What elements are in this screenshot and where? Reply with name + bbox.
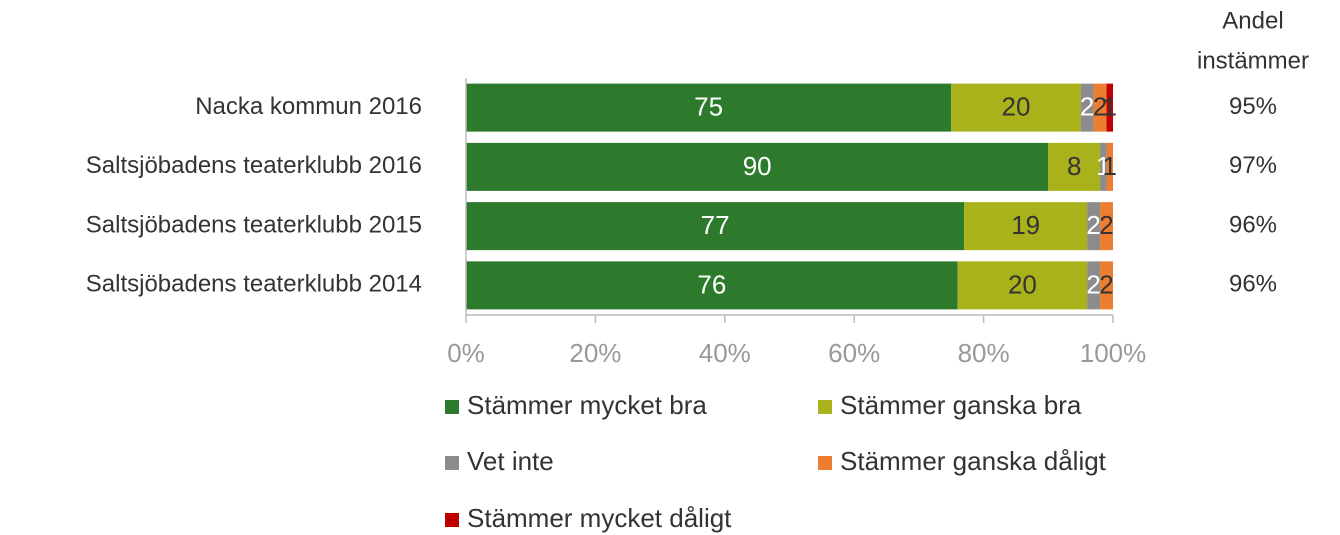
legend-label: Stämmer ganska bra xyxy=(840,390,1082,420)
data-label: 20 xyxy=(1001,92,1030,122)
data-label: 2 xyxy=(1086,269,1100,299)
bar-segment xyxy=(1087,261,1101,310)
category-label: Saltsjöbadens teaterklubb 2016 xyxy=(86,152,422,179)
data-label: 2 xyxy=(1086,210,1100,240)
data-label: 1 xyxy=(1103,151,1117,181)
bar-segment xyxy=(1106,83,1113,132)
data-label: 90 xyxy=(743,151,772,181)
data-label: 2 xyxy=(1093,92,1107,122)
data-label: 2 xyxy=(1080,92,1094,122)
bar-segment xyxy=(466,202,965,251)
x-tick-label: 100% xyxy=(1080,338,1147,368)
side-column-value: 96% xyxy=(1229,211,1277,238)
legend-swatch xyxy=(818,400,832,414)
data-label: 1 xyxy=(1103,92,1117,122)
data-label: 77 xyxy=(701,210,730,240)
legend-swatch xyxy=(445,400,459,414)
side-column-value: 96% xyxy=(1229,271,1277,298)
category-label: Nacka kommun 2016 xyxy=(195,93,422,120)
legend-label: Stämmer mycket dåligt xyxy=(467,503,732,533)
x-tick-label: 20% xyxy=(569,338,621,368)
bar-segment xyxy=(1106,142,1113,191)
category-label: Saltsjöbadens teaterklubb 2014 xyxy=(86,271,422,298)
x-tick-label: 0% xyxy=(447,338,485,368)
bar-segment xyxy=(466,261,958,310)
bar-segment xyxy=(466,142,1049,191)
bar-segment xyxy=(1080,83,1094,132)
legend-swatch xyxy=(445,456,459,470)
side-column-value: 97% xyxy=(1229,152,1277,179)
legend-label: Vet inte xyxy=(467,446,554,476)
side-column-title: Andel xyxy=(1222,7,1283,34)
x-tick-label: 80% xyxy=(958,338,1010,368)
data-label: 2 xyxy=(1099,210,1113,240)
data-label: 19 xyxy=(1011,210,1040,240)
data-label: 2 xyxy=(1099,269,1113,299)
data-label: 76 xyxy=(697,269,726,299)
bar-segment xyxy=(1048,142,1101,191)
data-label: 20 xyxy=(1008,269,1037,299)
legend-swatch xyxy=(445,513,459,527)
data-label: 8 xyxy=(1067,151,1081,181)
x-tick-label: 60% xyxy=(828,338,880,368)
side-column-value: 95% xyxy=(1229,93,1277,120)
bar-segment xyxy=(1100,261,1113,310)
side-column-title: instämmer xyxy=(1197,47,1309,74)
bar-segment xyxy=(1100,202,1113,251)
legend-label: Stämmer mycket bra xyxy=(467,390,707,420)
bar-segment xyxy=(1100,142,1107,191)
bar-segment xyxy=(1087,202,1101,251)
bar-segment xyxy=(466,83,952,132)
x-tick-label: 40% xyxy=(699,338,751,368)
legend-label: Stämmer ganska dåligt xyxy=(840,446,1107,476)
bar-segment xyxy=(964,202,1088,251)
data-label: 75 xyxy=(694,92,723,122)
legend-swatch xyxy=(818,456,832,470)
category-label: Saltsjöbadens teaterklubb 2015 xyxy=(86,211,422,238)
bar-segment xyxy=(1093,83,1107,132)
bar-segment xyxy=(957,261,1088,310)
bar-segment xyxy=(951,83,1081,132)
